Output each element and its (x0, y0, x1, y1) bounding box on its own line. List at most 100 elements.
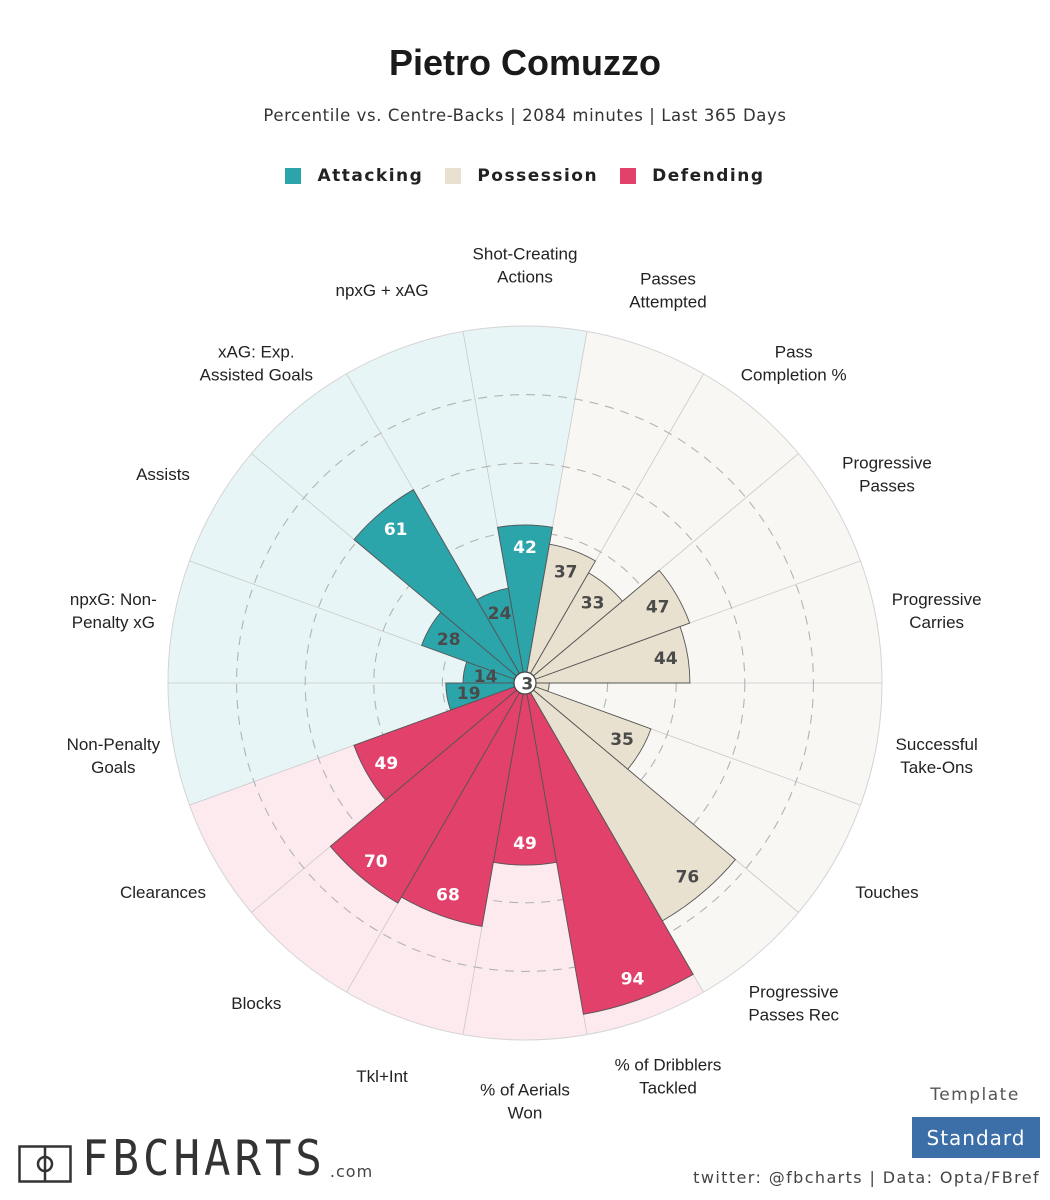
ring-100 (167, 325, 883, 1041)
category-label-successful-take-ons: Successful Take-Ons (896, 735, 978, 777)
category-label-line: Take-Ons (900, 758, 973, 777)
value-label-progressive-carries: 44 (654, 649, 678, 669)
background-sector-successful-take-ons (525, 683, 882, 806)
page-subtitle: Percentile vs. Centre-Backs | 2084 minut… (263, 106, 787, 125)
category-label-progressive-passes-rec: Progressive Passes Rec (748, 983, 839, 1025)
bar-xag-exp-assisted-goals (353, 489, 526, 684)
category-label-line: Successful (896, 735, 978, 754)
category-label-shot-creating-actions: Shot-Creating Actions (473, 245, 578, 287)
category-label-line: Pass (775, 342, 813, 361)
category-label-xag-exp-assisted-goals: xAG: Exp. Assisted Goals (200, 342, 313, 384)
value-label-touches: 35 (610, 730, 634, 750)
center-hole (513, 671, 537, 695)
category-label-line: Passes (640, 270, 696, 289)
value-label-progressive-passes-rec: 76 (676, 868, 700, 888)
category-label-line: % of Dribblers (615, 1055, 722, 1074)
value-label-xag-exp-assisted-goals: 61 (384, 520, 408, 540)
fbcharts-logo: FBCHARTS .com (18, 1130, 374, 1188)
bar-npxg-xag (476, 587, 526, 684)
value-label-progressive-passes: 47 (646, 597, 670, 617)
value-label-non-penalty-goals: 19 (457, 684, 481, 704)
bar-non-penalty-goals (445, 682, 526, 711)
category-label-pass-completion: Pass Completion % (741, 342, 847, 384)
category-label-line: Passes Rec (748, 1006, 839, 1025)
legend-item-possession: Possession (445, 166, 598, 186)
background-sector-npxg-xag (346, 331, 525, 683)
category-label-line: Won (508, 1104, 543, 1123)
category-label-non-penalty-goals: Non-Penalty Goals (67, 735, 161, 777)
background-sector-non-penalty-goals (168, 683, 525, 806)
value-label-of-aerials-won: 49 (513, 834, 537, 854)
category-label-npxg-non-penalty-xg: npxG: Non- Penalty xG (70, 590, 157, 632)
category-label-line: Assists (136, 465, 190, 484)
pitch-icon (18, 1145, 72, 1183)
logo-suffix: .com (329, 1162, 374, 1181)
category-label-line: Tkl+Int (356, 1067, 408, 1086)
legend-swatch-attacking (285, 168, 302, 184)
category-label-line: % of Aerials (480, 1081, 570, 1100)
legend-item-attacking: Attacking (285, 166, 423, 186)
category-label-line: Tackled (639, 1078, 697, 1097)
category-label-line: Completion % (741, 365, 847, 384)
category-label-of-aerials-won: % of Aerials Won (480, 1081, 570, 1123)
value-label-pass-completion: 33 (581, 593, 605, 613)
category-label-progressive-passes: Progressive Passes (842, 454, 932, 496)
value-label-passes-attempted: 37 (554, 562, 578, 582)
category-label-line: Progressive (842, 454, 932, 473)
category-label-line: Touches (855, 883, 918, 902)
category-label-line: xAG: Exp. (218, 342, 295, 361)
category-label-tkl-int: Tkl+Int (356, 1067, 408, 1086)
category-label-blocks: Blocks (231, 994, 281, 1013)
bar-progressive-passes (524, 569, 691, 684)
category-label-of-dribblers-tackled: % of Dribblers Tackled (615, 1055, 722, 1097)
category-label-assists: Assists (136, 465, 190, 484)
template-standard-button[interactable]: Standard (912, 1117, 1040, 1158)
bar-progressive-carries (524, 626, 691, 684)
category-label-progressive-carries: Progressive Carries (892, 590, 982, 632)
category-label-line: Penalty xG (72, 613, 155, 632)
value-label-shot-creating-actions: 42 (513, 538, 537, 558)
ring-80 (236, 394, 814, 972)
value-label-assists: 28 (437, 630, 461, 650)
bar-clearances (353, 682, 526, 801)
bar-passes-attempted (524, 543, 597, 684)
legend-swatch-possession (445, 168, 462, 184)
legend-label-defending: Defending (652, 166, 765, 186)
value-label-of-dribblers-tackled: 94 (621, 969, 645, 989)
value-label-tkl-int: 68 (436, 886, 460, 906)
category-label-line: Passes (859, 477, 915, 496)
category-label-line: npxG + xAG (335, 281, 428, 300)
template-label: Template (930, 1085, 1020, 1105)
category-label-line: Clearances (120, 883, 206, 902)
category-label-passes-attempted: Passes Attempted (629, 270, 707, 312)
credit-text: twitter: @fbcharts | Data: Opta/FBref (693, 1168, 1040, 1187)
background-sector-npxg-non-penalty-xg (168, 560, 525, 683)
value-label-npxg-non-penalty-xg: 14 (474, 667, 498, 687)
category-label-line: Blocks (231, 994, 281, 1013)
category-label-line: Assisted Goals (200, 365, 313, 384)
value-label-npxg-xag: 24 (488, 604, 512, 624)
category-label-line: Shot-Creating (473, 245, 578, 264)
page-title: Pietro Comuzzo (388, 42, 661, 83)
category-label-line: Progressive (892, 590, 982, 609)
category-label-line: Goals (91, 758, 135, 777)
category-label-line: Progressive (749, 983, 839, 1002)
legend-swatch-defending (620, 168, 637, 184)
category-label-line: Carries (909, 613, 964, 632)
logo-wordmark: FBCHARTS (82, 1130, 326, 1188)
ring-60 (304, 462, 746, 904)
legend-label-attacking: Attacking (317, 166, 424, 186)
legend-label-possession: Possession (477, 166, 599, 186)
category-label-line: npxG: Non- (70, 590, 157, 609)
bar-blocks (329, 682, 526, 904)
value-label-successful-take-ons: 3 (521, 674, 533, 694)
chart-legend: Attacking Possession Defending (0, 166, 1050, 186)
category-label-line: Actions (497, 268, 553, 287)
bar-of-dribblers-tackled (524, 682, 694, 1015)
category-label-line: Attempted (629, 293, 707, 312)
value-label-clearances: 49 (375, 754, 399, 774)
category-label-clearances: Clearances (120, 883, 206, 902)
category-label-npxg-xag: npxG + xAG (335, 281, 428, 300)
legend-item-defending: Defending (620, 166, 764, 186)
